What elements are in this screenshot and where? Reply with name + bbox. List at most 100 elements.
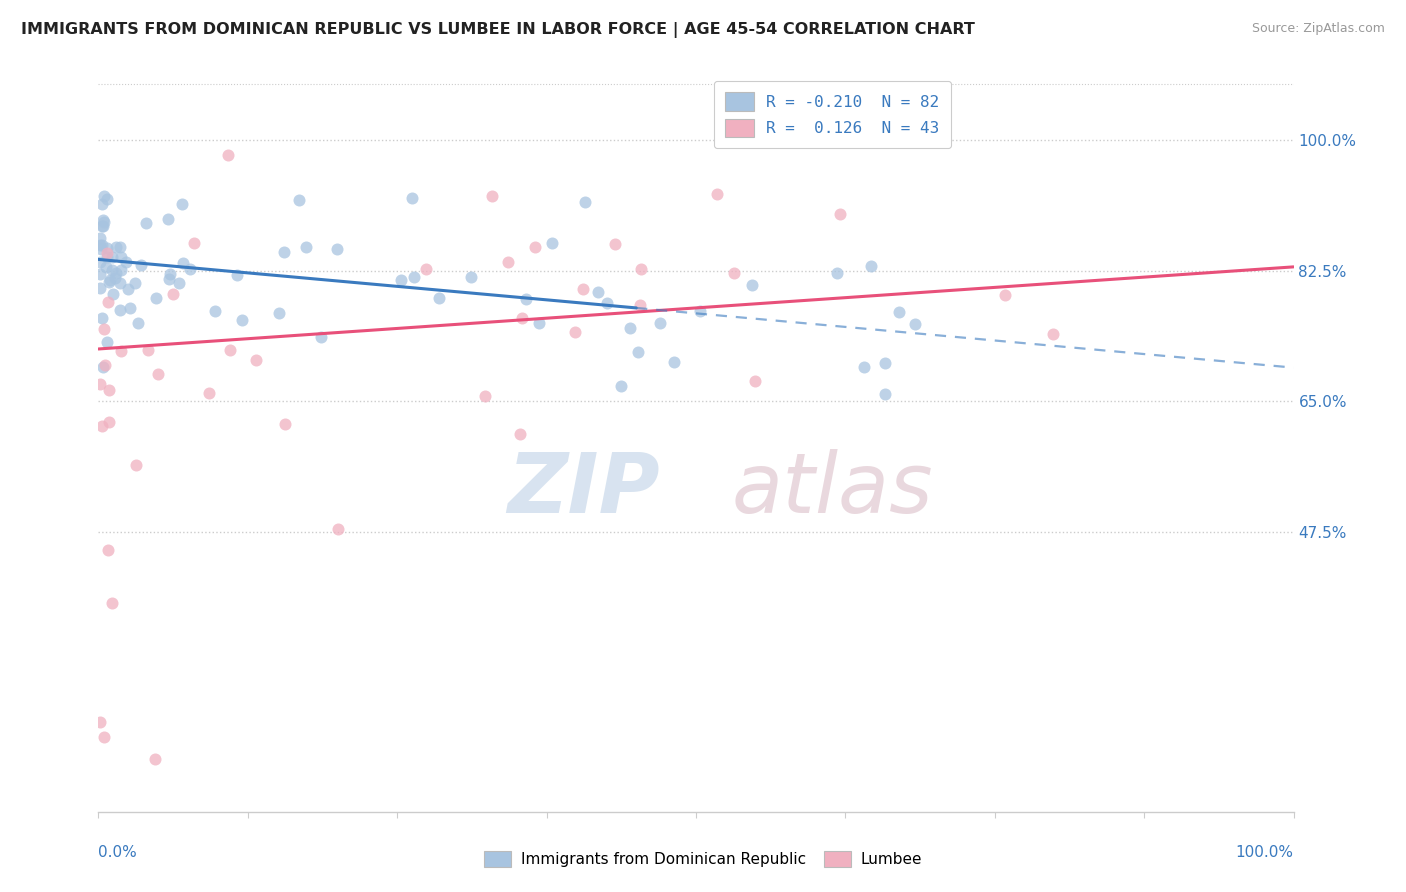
- Point: [89, 281, 111, 295]
- Point: [1042, 327, 1064, 342]
- Point: [101, 250, 124, 264]
- Point: [630, 262, 652, 277]
- Text: atlas: atlas: [733, 450, 934, 531]
- Point: [706, 186, 728, 201]
- Point: [828, 207, 851, 221]
- Point: [172, 197, 194, 211]
- Point: [474, 389, 496, 403]
- Point: [110, 251, 132, 265]
- Point: [159, 272, 181, 286]
- Point: [143, 752, 166, 766]
- Point: [110, 303, 132, 318]
- Legend: R = -0.210  N = 82, R =  0.126  N = 43: R = -0.210 N = 82, R = 0.126 N = 43: [714, 81, 950, 148]
- Text: IMMIGRANTS FROM DOMINICAN REPUBLIC VS LUMBEE IN LABOR FORCE | AGE 45-54 CORRELAT: IMMIGRANTS FROM DOMINICAN REPUBLIC VS LU…: [21, 22, 974, 38]
- Point: [648, 317, 671, 331]
- Point: [183, 236, 205, 251]
- Point: [619, 321, 641, 335]
- Point: [104, 271, 127, 285]
- Point: [744, 374, 766, 388]
- Point: [98, 416, 121, 430]
- Point: [510, 310, 533, 325]
- Point: [515, 292, 537, 306]
- Point: [231, 313, 253, 327]
- Point: [129, 258, 152, 272]
- Point: [603, 236, 626, 251]
- Point: [904, 317, 927, 331]
- Point: [273, 245, 295, 260]
- Point: [204, 303, 226, 318]
- Point: [509, 427, 531, 442]
- Point: [96, 193, 118, 207]
- Point: [110, 263, 132, 277]
- Point: [90, 242, 112, 256]
- Point: [574, 195, 596, 210]
- Point: [172, 256, 194, 270]
- Point: [91, 213, 114, 227]
- Point: [541, 235, 564, 250]
- Point: [89, 267, 111, 281]
- Point: [627, 344, 650, 359]
- Point: [93, 188, 115, 202]
- Point: [404, 270, 426, 285]
- Point: [117, 281, 139, 295]
- Point: [628, 298, 651, 312]
- Point: [89, 715, 111, 730]
- Point: [269, 306, 291, 320]
- Point: [96, 241, 118, 255]
- Point: [564, 325, 586, 339]
- Point: [427, 291, 450, 305]
- Point: [93, 322, 115, 336]
- Point: [496, 254, 519, 268]
- Point: [98, 273, 121, 287]
- Point: [875, 356, 897, 370]
- Point: [91, 418, 114, 433]
- Point: [125, 458, 148, 472]
- Point: [179, 262, 201, 277]
- Point: [481, 188, 503, 202]
- Point: [860, 259, 883, 273]
- Point: [101, 287, 124, 301]
- Point: [274, 417, 297, 431]
- Point: [610, 378, 633, 392]
- Point: [94, 358, 117, 372]
- Point: [91, 219, 114, 233]
- Text: ZIP: ZIP: [508, 450, 661, 531]
- Point: [93, 730, 115, 744]
- Point: [96, 246, 118, 260]
- Point: [93, 215, 115, 229]
- Point: [96, 334, 118, 349]
- Point: [529, 316, 551, 330]
- Point: [288, 193, 311, 207]
- Point: [523, 239, 546, 253]
- Point: [96, 250, 118, 264]
- Point: [994, 288, 1017, 302]
- Point: [889, 305, 911, 319]
- Point: [91, 238, 114, 252]
- Point: [98, 383, 121, 397]
- Text: 100.0%: 100.0%: [1236, 845, 1294, 860]
- Legend: Immigrants from Dominican Republic, Lumbee: Immigrants from Dominican Republic, Lumb…: [478, 845, 928, 873]
- Point: [309, 330, 332, 344]
- Point: [741, 278, 763, 293]
- Point: [460, 269, 482, 284]
- Point: [689, 304, 711, 318]
- Point: [89, 376, 111, 391]
- Point: [662, 355, 685, 369]
- Point: [198, 386, 221, 401]
- Point: [827, 266, 849, 280]
- Point: [225, 268, 247, 282]
- Point: [136, 343, 159, 357]
- Point: [108, 276, 131, 290]
- Point: [389, 273, 412, 287]
- Point: [91, 219, 114, 234]
- Point: [90, 310, 112, 325]
- Point: [875, 387, 897, 401]
- Point: [101, 596, 124, 610]
- Point: [415, 262, 437, 277]
- Text: Source: ZipAtlas.com: Source: ZipAtlas.com: [1251, 22, 1385, 36]
- Point: [853, 359, 876, 374]
- Point: [89, 237, 111, 252]
- Point: [89, 231, 111, 245]
- Point: [294, 240, 316, 254]
- Point: [94, 260, 117, 274]
